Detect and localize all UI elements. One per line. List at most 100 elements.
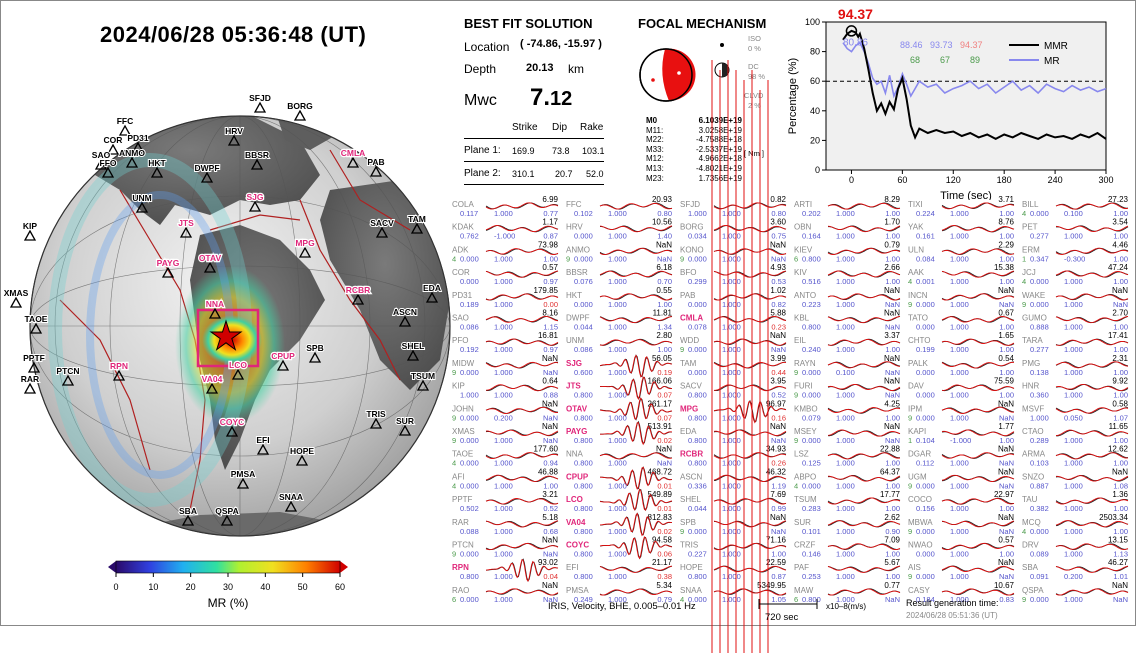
station-label: RCBR [346, 285, 371, 295]
trace-station-code: KIP [452, 382, 465, 391]
trace-correlation: 1.000 [836, 550, 855, 559]
trace-bbsr: BBSR 6.18 0.076 1.000 0.70 [566, 263, 673, 286]
station-triangle-icon [298, 246, 312, 258]
trace-abpo: ABPO 64.37 4 0.000 1.000 1.00 [794, 467, 901, 490]
trace-dwpf: DWPF 11.81 0.044 1.000 1.34 [566, 309, 673, 332]
trace-lsz: LSZ 22.88 0.125 1.000 1.00 [794, 445, 901, 468]
trace-amplitude: 46.32 [766, 467, 787, 476]
trace-amplitude: 0.57 [998, 536, 1014, 545]
trace-weight: 0.000 [460, 550, 479, 559]
trace-station-code: BBSR [566, 268, 588, 277]
trace-quality: 6 [452, 595, 456, 604]
station-spb: SPB [305, 342, 325, 363]
station-label: EFI [256, 435, 269, 445]
trace-weight: 0.000 [916, 572, 935, 581]
trace-mr: 1.00 [999, 232, 1014, 241]
trace-synthetic [599, 512, 673, 537]
plane2-label: Plane 2: [464, 168, 501, 179]
trace-amplitude: NaN [656, 445, 672, 454]
location-label: Location [464, 40, 510, 54]
trace-synthetic [714, 384, 787, 392]
trace-amplitude: 7.69 [770, 490, 786, 499]
trace-amplitude: 3.21 [542, 490, 558, 499]
trace-weight: 0.000 [916, 391, 935, 400]
trace-station-code: RAR [452, 518, 469, 527]
trace-amplitude: 21.17 [652, 558, 673, 567]
station-label: UNM [132, 193, 151, 203]
station-triangle-icon [351, 293, 365, 305]
trace-mr: 0.52 [543, 504, 558, 513]
trace-weight: 0.102 [574, 209, 593, 218]
trace-mr: 0.00 [543, 300, 558, 309]
trace-quality: 4 [452, 254, 456, 263]
trace-mr: 1.00 [1113, 504, 1128, 513]
trace-synthetic [599, 247, 673, 256]
trace-correlation: 1.000 [494, 209, 513, 218]
trace-amplitude: 177.60 [534, 445, 559, 454]
station-sur: SUR [395, 415, 415, 436]
station-label: HOPE [290, 446, 314, 456]
trace-station-code: AFI [452, 472, 464, 481]
trace-yak: YAK 8.76 0.161 1.000 1.00 [908, 218, 1015, 241]
station-triangle-icon [131, 141, 145, 153]
trace-mr: 1.00 [885, 481, 900, 490]
trace-station-code: SBA [1022, 563, 1039, 572]
station-triangle-icon [256, 443, 270, 455]
trace-correlation: 1.000 [608, 209, 627, 218]
trace-quality: 9 [452, 368, 456, 377]
trace-synthetic [941, 429, 1015, 437]
trace-amplitude: NaN [770, 331, 786, 340]
station-triangle-icon [203, 261, 217, 273]
trace-correlation: 1.000 [950, 413, 969, 422]
trace-station-code: SUR [794, 518, 811, 527]
trace-amplitude: 4.25 [884, 399, 900, 408]
trace-mr: 0.04 [543, 572, 558, 581]
mr-time-chart: 0 20 40 60 80 100 0 60 120 180 240 300 94.37 80.86 88.… [787, 6, 1114, 200]
trace-synthetic [485, 406, 559, 414]
trace-tam: TAM 3.99 0.000 1.000 0.44 [680, 354, 787, 377]
station-sfjd: SFJD [248, 92, 272, 113]
trace-synthetic [713, 565, 787, 573]
trace-station-code: JCJ [1022, 268, 1036, 277]
trace-weight: 0.091 [1030, 572, 1049, 581]
trace-correlation: 1.000 [950, 481, 969, 490]
trace-va04: VA04 812.83 0.800 1.000 0.02 [566, 512, 673, 537]
trace-mr: 0.70 [657, 277, 672, 286]
trace-correlation: 1.000 [494, 459, 513, 468]
trace-mr: 0.01 [657, 504, 672, 513]
station-triangle-icon [253, 101, 267, 113]
trace-correlation: -0.300 [1064, 254, 1085, 263]
trace-correlation: 1.000 [494, 550, 513, 559]
trace-weight: 0.800 [574, 391, 593, 400]
trace-weight: 0.283 [802, 504, 821, 513]
table-rule-3 [464, 184, 604, 185]
trace-pet: PET 3.54 0.277 1.000 1.00 [1022, 218, 1129, 241]
trace-amplitude: 6.99 [542, 195, 558, 204]
trace-quality: 9 [794, 391, 798, 400]
trace-kiev: KIEV 0.79 6 0.800 1.000 1.00 [794, 240, 901, 263]
trace-bfo: BFO 4.93 0.299 1.000 0.53 [680, 263, 787, 286]
trace-mr: NaN [885, 595, 900, 604]
trace-synthetic [941, 293, 1015, 301]
location-value: ( -74.86, -15.97 ) [520, 38, 602, 50]
trace-mr: 1.08 [1113, 481, 1128, 490]
trace-aak: AAK 15.38 4 0.001 1.000 1.00 [908, 263, 1015, 286]
y-tick-label: 0 [815, 165, 820, 175]
trace-mr: 1.00 [1113, 345, 1128, 354]
trace-correlation: 1.000 [836, 300, 855, 309]
trace-station-code: MSEY [794, 427, 817, 436]
trace-mr: 1.00 [885, 254, 900, 263]
peak-marker [845, 25, 858, 37]
trace-synthetic [827, 497, 901, 505]
station-label: QSPA [215, 506, 238, 516]
trace-rar: RAR 5.18 0.088 1.000 0.68 [452, 513, 559, 536]
trace-station-code: MAW [794, 586, 814, 595]
trace-pfo: PFO 16.81 0.192 1.000 0.97 [452, 331, 559, 354]
trace-weight: 0.000 [574, 232, 593, 241]
trace-correlation: 1.000 [608, 459, 627, 468]
trace-mr: 1.00 [657, 300, 672, 309]
trace-synthetic [599, 536, 673, 560]
trace-mr: 0.01 [657, 481, 672, 490]
trace-quality: 4 [1022, 527, 1026, 536]
trace-weight: 0.800 [574, 413, 593, 422]
